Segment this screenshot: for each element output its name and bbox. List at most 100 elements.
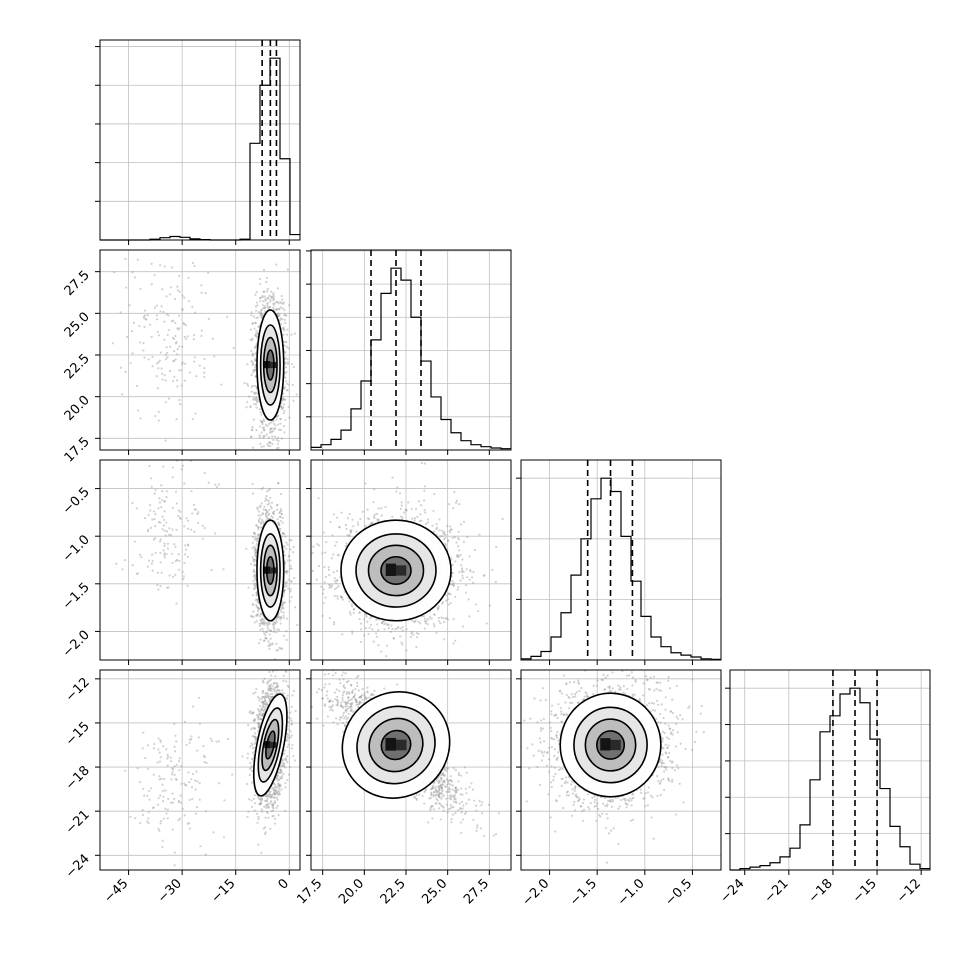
sample-point bbox=[214, 483, 217, 486]
sample-point bbox=[272, 626, 275, 630]
sample-point bbox=[284, 362, 287, 365]
sample-point bbox=[277, 446, 280, 449]
sample-point bbox=[459, 553, 462, 557]
sample-point bbox=[171, 552, 174, 555]
sample-point bbox=[194, 508, 198, 511]
sample-point bbox=[163, 542, 166, 545]
sample-point bbox=[432, 530, 436, 533]
sample-point bbox=[249, 328, 253, 331]
sample-point bbox=[262, 307, 265, 310]
sample-point bbox=[344, 545, 347, 548]
sample-point bbox=[195, 375, 198, 378]
sample-point bbox=[178, 274, 181, 277]
sample-point bbox=[428, 616, 432, 619]
sample-point bbox=[252, 579, 255, 582]
y-tick-label: 20.0 bbox=[62, 393, 93, 424]
sample-point bbox=[286, 361, 290, 364]
sample-point bbox=[157, 334, 160, 337]
sample-point bbox=[280, 405, 283, 408]
sample-point bbox=[380, 507, 383, 510]
sample-point bbox=[163, 374, 166, 377]
sample-point bbox=[341, 598, 345, 601]
sample-point bbox=[414, 619, 417, 622]
sample-point bbox=[284, 356, 287, 360]
sample-point bbox=[452, 581, 455, 585]
sample-point bbox=[275, 418, 278, 421]
sample-point bbox=[257, 528, 260, 531]
sample-point bbox=[273, 302, 276, 305]
sample-point bbox=[275, 438, 278, 441]
sample-point bbox=[277, 482, 280, 485]
sample-point bbox=[264, 299, 267, 302]
sample-point bbox=[263, 621, 266, 624]
sample-point bbox=[259, 311, 263, 314]
sample-point bbox=[282, 616, 285, 620]
sample-point bbox=[280, 301, 283, 305]
sample-point bbox=[281, 406, 284, 410]
sample-point bbox=[258, 436, 261, 439]
sample-point bbox=[275, 621, 278, 624]
sample-point bbox=[251, 322, 254, 325]
sample-point bbox=[431, 524, 434, 527]
sample-point bbox=[211, 337, 214, 340]
sample-point bbox=[261, 513, 265, 516]
sample-point bbox=[115, 562, 118, 565]
contour-line bbox=[259, 533, 281, 608]
sample-point bbox=[259, 612, 263, 616]
sample-point bbox=[168, 293, 172, 296]
sample-point bbox=[281, 327, 284, 330]
sample-point bbox=[175, 418, 178, 421]
sample-point bbox=[159, 551, 162, 554]
sample-point bbox=[265, 515, 269, 519]
sample-point bbox=[255, 429, 258, 432]
sample-point bbox=[271, 429, 275, 433]
sample-point bbox=[282, 607, 285, 610]
sample-point bbox=[332, 571, 335, 574]
sample-point bbox=[285, 314, 288, 317]
sample-point bbox=[279, 418, 282, 421]
sample-point bbox=[179, 517, 182, 520]
sample-point bbox=[154, 551, 157, 554]
sample-point bbox=[465, 568, 468, 571]
sample-point bbox=[271, 516, 274, 519]
sample-point bbox=[288, 600, 292, 603]
sample-point bbox=[297, 541, 299, 543]
sample-point bbox=[260, 313, 263, 316]
sample-point bbox=[381, 620, 384, 623]
sample-point bbox=[274, 621, 277, 624]
sample-point bbox=[282, 425, 286, 428]
sample-point bbox=[358, 611, 361, 614]
sample-point bbox=[452, 584, 456, 587]
sample-point bbox=[142, 315, 146, 318]
sample-point bbox=[173, 297, 177, 301]
sample-point bbox=[162, 310, 165, 314]
sample-point bbox=[473, 549, 477, 552]
sample-point bbox=[288, 416, 291, 419]
sample-point bbox=[131, 352, 134, 355]
sample-point bbox=[295, 393, 298, 396]
sample-point bbox=[279, 317, 282, 320]
sample-point bbox=[144, 318, 148, 321]
sample-point bbox=[280, 512, 283, 516]
sample-point bbox=[286, 388, 289, 392]
sample-point bbox=[442, 617, 445, 620]
sample-point bbox=[287, 598, 289, 600]
sample-point bbox=[271, 442, 274, 446]
sample-point bbox=[165, 530, 169, 533]
sample-point bbox=[277, 522, 280, 525]
sample-point bbox=[153, 306, 156, 309]
sample-point bbox=[289, 580, 293, 583]
sample-point bbox=[278, 628, 281, 632]
sample-point bbox=[290, 539, 293, 542]
sample-point bbox=[283, 544, 286, 548]
sample-point bbox=[200, 334, 203, 338]
sample-point bbox=[260, 308, 263, 311]
sample-point bbox=[189, 460, 193, 463]
sample-point bbox=[404, 508, 407, 511]
sample-point bbox=[281, 647, 284, 650]
sample-point bbox=[257, 514, 260, 517]
sample-point bbox=[422, 615, 426, 618]
sample-point bbox=[163, 552, 166, 555]
sample-point bbox=[345, 527, 348, 531]
sample-point bbox=[269, 298, 272, 301]
